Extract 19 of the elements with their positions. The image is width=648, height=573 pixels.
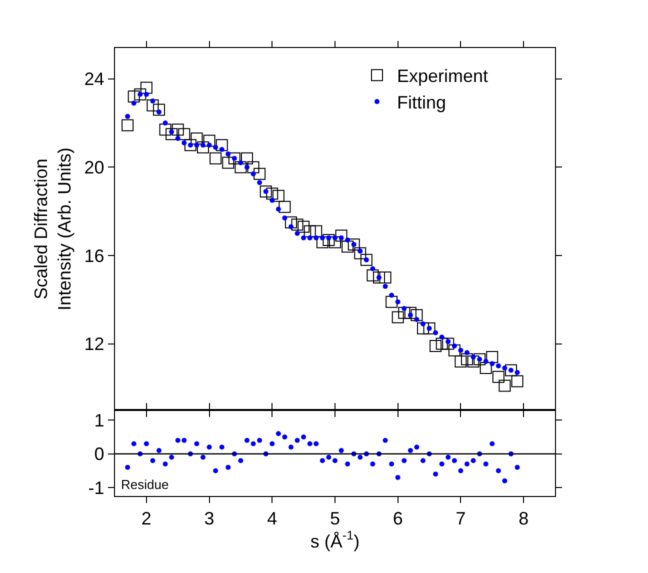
x-tick-label: 2	[141, 508, 152, 529]
x-tick-label: 5	[330, 508, 340, 529]
legend-label: Experiment	[397, 66, 488, 86]
x-tick-label: 4	[267, 508, 278, 529]
x-tick-label: 3	[204, 508, 214, 529]
y-tick-label: -1	[88, 478, 104, 498]
y-tick-label: 12	[84, 334, 104, 354]
y-tick-label: 16	[84, 246, 104, 266]
y-tick-label: 0	[94, 444, 104, 464]
legend-label: Fitting	[397, 92, 446, 113]
y-tick-label: 20	[84, 158, 104, 178]
x-tick-label: 7	[456, 508, 466, 529]
y-axis-title: Scaled Diffraction Intensity (Arb. Units)	[31, 147, 74, 311]
x-axis-title: s (Å$^{-1}$)	[310, 528, 360, 552]
x-tick-label: 6	[392, 508, 403, 529]
x-tick-label: 8	[518, 508, 529, 529]
annotation: Residue	[121, 477, 169, 492]
y-tick-label: 1	[94, 410, 104, 430]
y-tick-label: 24	[84, 69, 104, 90]
